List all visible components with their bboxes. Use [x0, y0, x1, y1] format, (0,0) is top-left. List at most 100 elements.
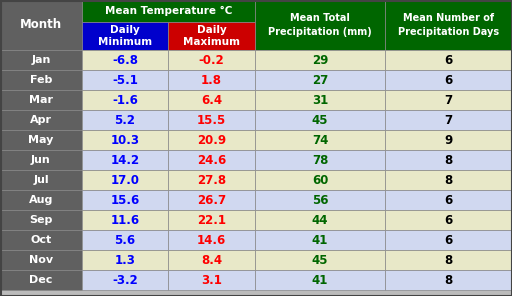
Bar — [82, 150, 168, 170]
Text: 60: 60 — [312, 173, 328, 186]
Bar — [168, 90, 255, 110]
Text: -6.8: -6.8 — [112, 54, 138, 67]
Text: 8: 8 — [444, 274, 453, 287]
Bar — [168, 190, 255, 210]
Bar — [82, 170, 168, 190]
Text: Mar: Mar — [29, 95, 53, 105]
Bar — [255, 90, 385, 110]
Bar — [255, 250, 385, 270]
Text: 29: 29 — [312, 54, 328, 67]
Text: 45: 45 — [312, 253, 328, 266]
Text: 7: 7 — [444, 94, 453, 107]
Bar — [255, 210, 385, 230]
Text: 6.4: 6.4 — [201, 94, 222, 107]
Text: 24.6: 24.6 — [197, 154, 226, 166]
Bar — [82, 50, 168, 70]
Bar — [82, 70, 168, 90]
Text: 6: 6 — [444, 234, 453, 247]
Bar — [168, 250, 255, 270]
Text: 15.6: 15.6 — [111, 194, 140, 207]
Bar — [385, 230, 512, 250]
Text: Jun: Jun — [31, 155, 51, 165]
Bar — [82, 130, 168, 150]
Bar — [0, 270, 82, 290]
Text: 41: 41 — [312, 234, 328, 247]
Text: 14.6: 14.6 — [197, 234, 226, 247]
Bar — [168, 210, 255, 230]
Text: Mean Total
Precipitation (mm): Mean Total Precipitation (mm) — [268, 13, 372, 37]
Text: 6: 6 — [444, 213, 453, 226]
Text: 17.0: 17.0 — [111, 173, 139, 186]
Bar — [385, 130, 512, 150]
Text: 8: 8 — [444, 253, 453, 266]
Bar — [168, 150, 255, 170]
Bar — [0, 0, 82, 50]
Bar — [82, 0, 255, 22]
Bar — [82, 110, 168, 130]
Bar — [0, 230, 82, 250]
Bar — [255, 50, 385, 70]
Text: 11.6: 11.6 — [111, 213, 140, 226]
Bar — [385, 250, 512, 270]
Bar — [168, 70, 255, 90]
Bar — [385, 110, 512, 130]
Text: 78: 78 — [312, 154, 328, 166]
Text: Nov: Nov — [29, 255, 53, 265]
Bar — [82, 22, 168, 50]
Text: 7: 7 — [444, 113, 453, 126]
Text: 1.8: 1.8 — [201, 73, 222, 86]
Text: 56: 56 — [312, 194, 328, 207]
Bar — [255, 130, 385, 150]
Bar — [82, 230, 168, 250]
Text: Mean Number of
Precipitation Days: Mean Number of Precipitation Days — [398, 13, 499, 37]
Bar — [385, 270, 512, 290]
Bar — [0, 170, 82, 190]
Bar — [255, 0, 385, 50]
Bar — [0, 50, 82, 70]
Text: 26.7: 26.7 — [197, 194, 226, 207]
Bar — [0, 90, 82, 110]
Bar — [168, 170, 255, 190]
Text: May: May — [28, 135, 54, 145]
Bar — [168, 22, 255, 50]
Text: Month: Month — [20, 18, 62, 31]
Bar — [255, 170, 385, 190]
Text: Aug: Aug — [29, 195, 53, 205]
Bar — [255, 70, 385, 90]
Text: 14.2: 14.2 — [111, 154, 140, 166]
Text: 44: 44 — [312, 213, 328, 226]
Text: Dec: Dec — [29, 275, 53, 285]
Bar — [255, 230, 385, 250]
Bar — [82, 210, 168, 230]
Bar — [168, 110, 255, 130]
Bar — [385, 70, 512, 90]
Bar — [82, 250, 168, 270]
Text: -3.2: -3.2 — [112, 274, 138, 287]
Text: 20.9: 20.9 — [197, 133, 226, 147]
Text: Feb: Feb — [30, 75, 52, 85]
Text: 6: 6 — [444, 73, 453, 86]
Bar — [0, 70, 82, 90]
Bar — [0, 110, 82, 130]
Bar — [385, 170, 512, 190]
Bar — [168, 50, 255, 70]
Text: 74: 74 — [312, 133, 328, 147]
Bar — [0, 130, 82, 150]
Text: 8: 8 — [444, 154, 453, 166]
Text: 22.1: 22.1 — [197, 213, 226, 226]
Bar — [385, 0, 512, 50]
Bar — [82, 190, 168, 210]
Bar — [255, 190, 385, 210]
Text: 15.5: 15.5 — [197, 113, 226, 126]
Bar — [0, 190, 82, 210]
Text: 8.4: 8.4 — [201, 253, 222, 266]
Text: Sep: Sep — [29, 215, 53, 225]
Bar — [82, 270, 168, 290]
Text: Jan: Jan — [31, 55, 51, 65]
Bar — [0, 150, 82, 170]
Text: 27.8: 27.8 — [197, 173, 226, 186]
Bar — [385, 90, 512, 110]
Text: 45: 45 — [312, 113, 328, 126]
Bar — [385, 150, 512, 170]
Bar — [385, 210, 512, 230]
